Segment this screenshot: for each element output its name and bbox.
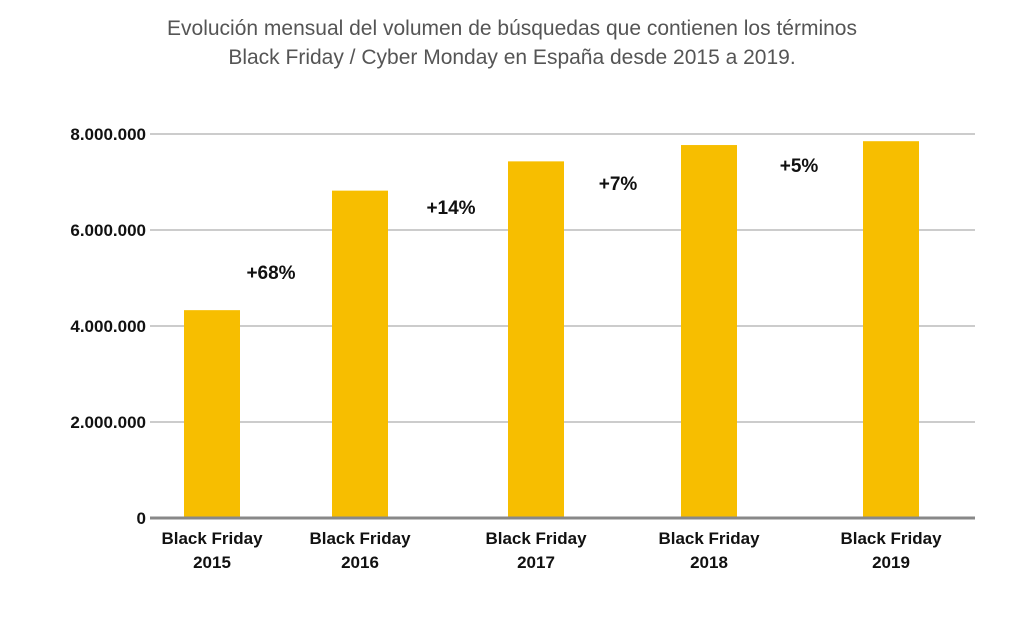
x-tick-label: Black Friday 2016 (309, 529, 411, 572)
x-tick-label: Black Friday 2017 (485, 529, 587, 572)
x-tick-label: Black Friday 2019 (840, 529, 942, 572)
x-tick-label: Black Friday 2015 (161, 529, 263, 572)
y-axis-ticks: 0 2.000.000 4.000.000 6.000.000 8.000.000 (70, 125, 146, 528)
growth-annotation: +68% (246, 263, 295, 284)
y-tick-label: 8.000.000 (70, 125, 146, 144)
x-tick-label: Black Friday 2018 (658, 529, 760, 572)
x-tick-label-line: 2016 (341, 553, 379, 572)
x-tick-label-line: Black Friday (658, 529, 760, 548)
growth-annotations: +68% +14% +7% +5% (246, 156, 818, 284)
bars (184, 141, 919, 519)
y-tick-label: 2.000.000 (70, 413, 146, 432)
chart-title-line-1: Evolución mensual del volumen de búsqued… (167, 17, 857, 40)
bar (508, 161, 564, 519)
bar (863, 141, 919, 518)
x-tick-label-line: Black Friday (161, 529, 263, 548)
bar (681, 145, 737, 519)
x-tick-label-line: 2017 (517, 553, 555, 572)
growth-annotation: +14% (426, 198, 475, 219)
growth-annotation: +7% (599, 174, 638, 195)
x-tick-label-line: 2018 (690, 553, 728, 572)
x-tick-label-line: Black Friday (309, 529, 411, 548)
y-tick-label: 4.000.000 (70, 317, 146, 336)
x-tick-label-line: 2019 (872, 553, 910, 572)
chart-title: Evolución mensual del volumen de búsqued… (0, 14, 1024, 72)
x-tick-label-line: Black Friday (840, 529, 942, 548)
x-tick-label-line: Black Friday (485, 529, 587, 548)
chart-title-line-2: Black Friday / Cyber Monday en España de… (228, 46, 796, 69)
bar (184, 310, 240, 518)
y-tick-label: 0 (137, 509, 146, 528)
bar (332, 190, 388, 518)
x-tick-label-line: 2015 (193, 553, 231, 572)
growth-annotation: +5% (780, 156, 819, 177)
y-tick-label: 6.000.000 (70, 221, 146, 240)
